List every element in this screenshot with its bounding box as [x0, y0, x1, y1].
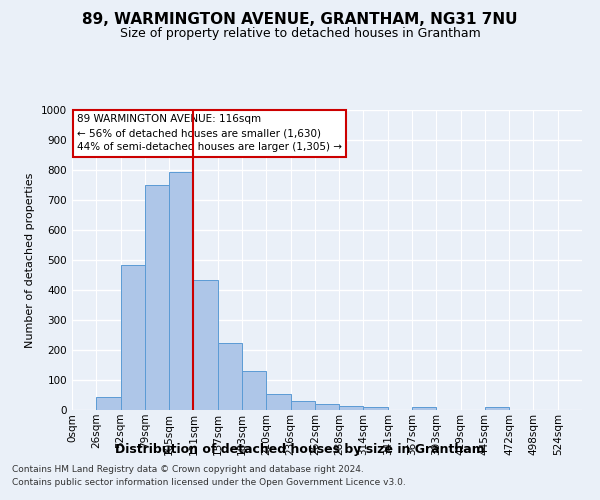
Bar [315, 404, 339, 410]
Bar [145, 185, 169, 410]
Bar [364, 407, 388, 410]
Text: Size of property relative to detached houses in Grantham: Size of property relative to detached ho… [119, 28, 481, 40]
Bar [266, 394, 290, 410]
Y-axis label: Number of detached properties: Number of detached properties [25, 172, 35, 348]
Bar [121, 264, 145, 410]
Bar [412, 407, 436, 410]
Text: 89, WARMINGTON AVENUE, GRANTHAM, NG31 7NU: 89, WARMINGTON AVENUE, GRANTHAM, NG31 7N… [82, 12, 518, 28]
Text: Contains public sector information licensed under the Open Government Licence v3: Contains public sector information licen… [12, 478, 406, 487]
Bar [193, 280, 218, 410]
Text: 89 WARMINGTON AVENUE: 116sqm
← 56% of detached houses are smaller (1,630)
44% of: 89 WARMINGTON AVENUE: 116sqm ← 56% of de… [77, 114, 342, 152]
Text: Contains HM Land Registry data © Crown copyright and database right 2024.: Contains HM Land Registry data © Crown c… [12, 466, 364, 474]
Text: Distribution of detached houses by size in Grantham: Distribution of detached houses by size … [115, 442, 485, 456]
Bar [218, 342, 242, 410]
Bar [485, 407, 509, 410]
Bar [339, 406, 364, 410]
Bar [169, 172, 193, 410]
Bar [96, 396, 121, 410]
Bar [242, 371, 266, 410]
Bar [290, 401, 315, 410]
